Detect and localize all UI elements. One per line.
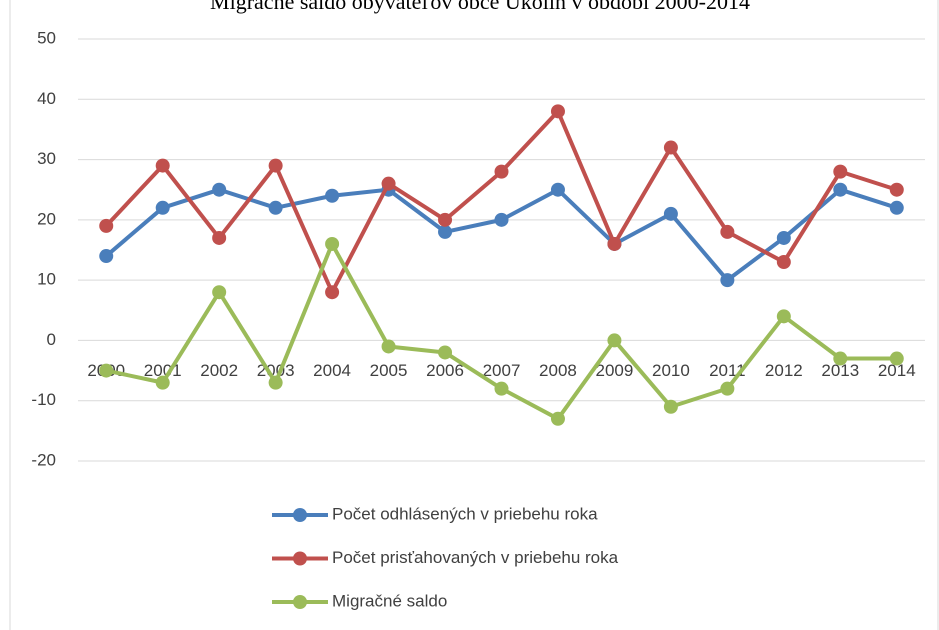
x-tick-label: 2006 (426, 361, 464, 380)
data-point (833, 164, 848, 179)
y-tick-label: -10 (31, 390, 56, 409)
data-point (155, 375, 170, 390)
data-point (438, 224, 453, 239)
data-point (889, 200, 904, 215)
data-point (212, 182, 227, 197)
legend-marker (293, 595, 307, 609)
data-point (325, 236, 340, 251)
data-point (833, 182, 848, 197)
data-point (268, 375, 283, 390)
x-tick-label: 2013 (821, 361, 859, 380)
data-point (550, 104, 565, 119)
legend-label: Počet odhlásených v priebehu roka (332, 504, 598, 523)
legend-label: Migračné saldo (332, 591, 447, 610)
data-point (550, 182, 565, 197)
data-point (381, 176, 396, 191)
data-point (494, 164, 509, 179)
x-tick-label: 2007 (483, 361, 521, 380)
data-point (99, 363, 114, 378)
data-point (550, 411, 565, 426)
x-tick-label: 2005 (370, 361, 408, 380)
data-point (889, 182, 904, 197)
data-point (494, 381, 509, 396)
chart-title: Migračné saldo obyvateľov obce Ukolín v … (210, 0, 750, 14)
x-tick-label: 2009 (596, 361, 634, 380)
data-point (99, 249, 114, 264)
data-point (438, 212, 453, 227)
x-tick-label: 2010 (652, 361, 690, 380)
x-tick-label: 2008 (539, 361, 577, 380)
chart-border (9, 0, 939, 630)
data-point (720, 381, 735, 396)
x-tick-label: 2014 (878, 361, 916, 380)
data-point (663, 399, 678, 414)
legend-marker (293, 551, 307, 566)
data-point (720, 273, 735, 288)
data-point (663, 206, 678, 221)
data-point (663, 140, 678, 155)
data-point (212, 285, 227, 300)
data-point (494, 212, 509, 227)
data-point (268, 200, 283, 215)
y-tick-label: 40 (37, 89, 56, 108)
y-tick-label: 20 (37, 209, 56, 228)
data-point (438, 345, 453, 360)
data-point (776, 309, 791, 324)
data-point (776, 230, 791, 245)
y-tick-label: -20 (31, 450, 56, 469)
x-tick-label: 2004 (313, 361, 351, 380)
data-point (212, 230, 227, 245)
data-point (607, 333, 622, 348)
data-point (607, 236, 622, 251)
data-point (889, 351, 904, 366)
data-point (155, 158, 170, 173)
data-point (833, 351, 848, 366)
legend-label: Počet prisťahovaných v priebehu roka (332, 548, 619, 567)
x-tick-label: 2012 (765, 361, 803, 380)
y-tick-label: 30 (37, 149, 56, 168)
data-point (381, 339, 396, 354)
legend-marker (293, 508, 307, 522)
y-tick-label: 10 (37, 270, 56, 289)
y-tick-label: 50 (37, 28, 56, 47)
data-point (325, 285, 340, 300)
data-point (99, 218, 114, 233)
data-point (325, 188, 340, 203)
y-tick-label: 0 (47, 330, 56, 349)
data-point (720, 224, 735, 239)
x-tick-label: 2002 (200, 361, 238, 380)
data-point (155, 200, 170, 215)
data-point (268, 158, 283, 173)
data-point (776, 255, 791, 270)
